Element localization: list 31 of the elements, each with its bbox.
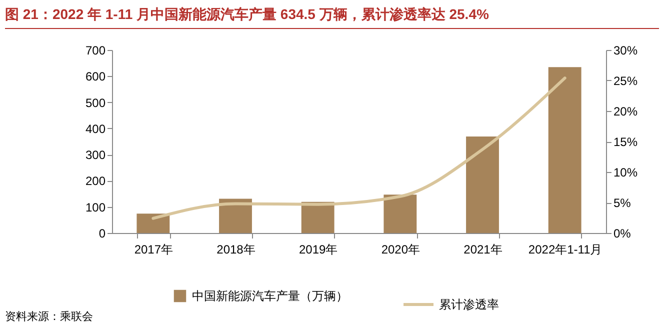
y2-tick-label: 30% xyxy=(614,44,638,58)
y-tick-label: 300 xyxy=(85,148,106,162)
y-tick-label: 700 xyxy=(85,44,106,58)
bar xyxy=(384,194,417,233)
y-tick-label: 100 xyxy=(85,200,106,214)
y2-tick-label: 25% xyxy=(614,74,638,88)
y-tick-label: 400 xyxy=(85,122,106,136)
y-tick-label: 200 xyxy=(85,174,106,188)
y-tick-label: 600 xyxy=(85,70,106,84)
text: 资料来源：乘联会 xyxy=(5,310,93,324)
x-tick-label: 2018年 xyxy=(216,242,256,256)
line-series xyxy=(152,76,566,220)
y-tick-label: 0 xyxy=(98,226,106,240)
x-tick-label: 2022年1-11月 xyxy=(528,242,602,256)
bar xyxy=(136,214,170,233)
y2-tick-label: 20% xyxy=(614,104,638,118)
bar xyxy=(466,136,499,233)
y2-tick-label: 10% xyxy=(614,166,638,180)
y2-tick-label: 5% xyxy=(614,196,632,210)
y2-tick-label: 15% xyxy=(614,135,638,149)
x-tick-label: 2020年 xyxy=(381,242,420,256)
legend-label: 累计渗透率 xyxy=(439,298,499,312)
x-tick-label: 2017年 xyxy=(134,242,174,256)
x-tick-label: 2019年 xyxy=(298,242,338,256)
legend-label: 中国新能源汽车产量（万辆） xyxy=(192,289,348,303)
y-tick-label: 500 xyxy=(85,96,106,110)
x-tick-label: 2021年 xyxy=(464,242,502,256)
chart-title: 图 21：2022 年 1-11 月中国新能源汽车产量 634.5 万辆，累计渗透率达 25.4% xyxy=(5,6,489,24)
y2-tick-label: 0% xyxy=(614,226,632,240)
bar xyxy=(219,198,252,233)
bar xyxy=(548,67,582,233)
